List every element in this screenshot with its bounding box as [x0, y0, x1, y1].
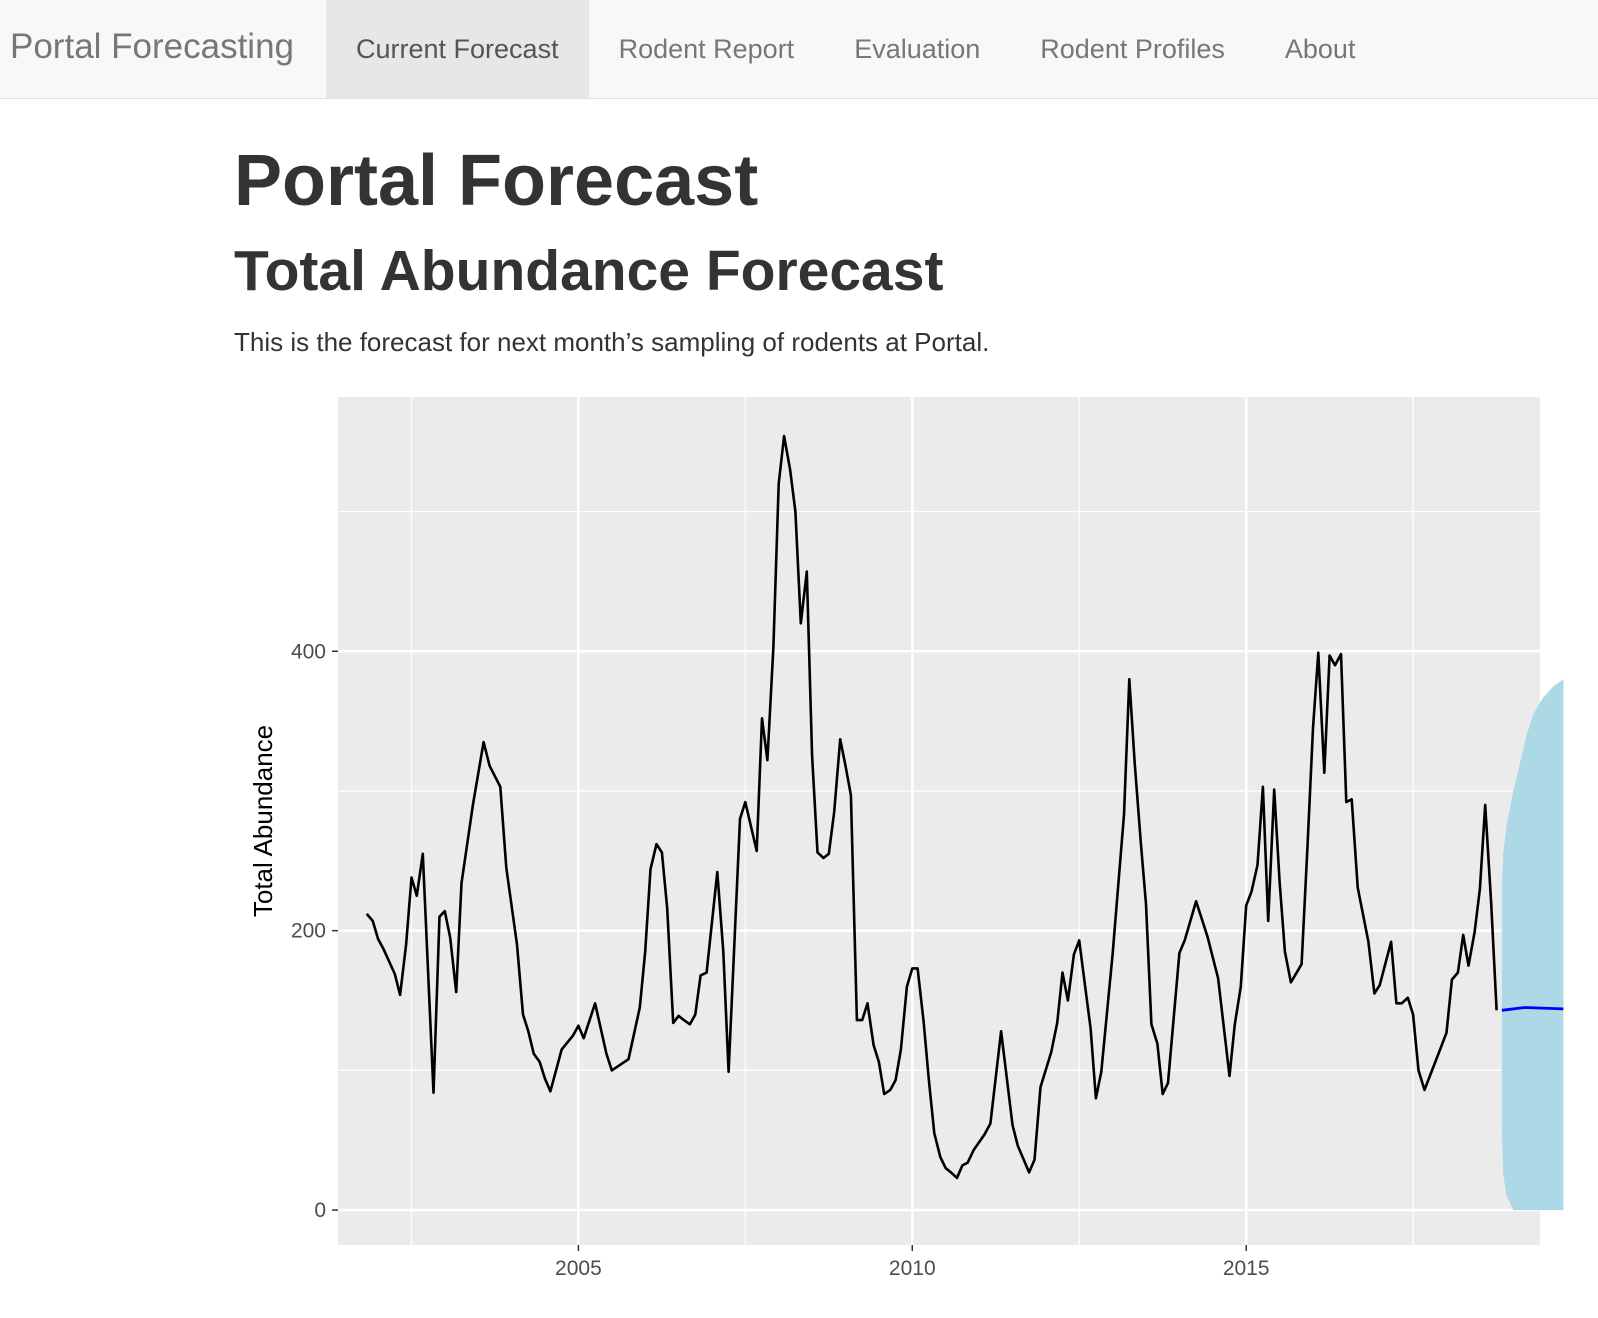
y-tick-label: 0	[314, 1199, 326, 1222]
forecast-series-line	[1501, 1006, 1564, 1012]
section-title: Total Abundance Forecast	[234, 239, 944, 303]
minor-gridlines	[338, 397, 1540, 1245]
x-axis: 2005 2010 2015	[555, 1245, 1270, 1280]
nav-item-about[interactable]: About	[1284, 34, 1356, 64]
nav-item-current-forecast[interactable]: Current Forecast	[326, 0, 589, 98]
nav-list: Current Forecast Rodent Report Evaluatio…	[326, 0, 1385, 98]
navbar-brand[interactable]: Portal Forecasting	[10, 27, 295, 66]
nav-item-rodent-profiles[interactable]: Rodent Profiles	[1040, 34, 1225, 64]
x-tick-label: 2005	[555, 1257, 602, 1280]
x-tick-label: 2010	[889, 1257, 936, 1280]
plot-background	[338, 397, 1540, 1245]
x-tick-label: 2015	[1223, 1257, 1270, 1280]
nav-item-rodent-report[interactable]: Rodent Report	[618, 34, 795, 64]
y-tick-label: 400	[291, 640, 326, 663]
forecast-interval-band	[1501, 679, 1564, 1211]
page-title: Portal Forecast	[234, 141, 759, 221]
y-tick-label: 200	[291, 920, 326, 943]
y-axis-title: Total Abundance	[248, 725, 278, 917]
y-axis: 0 200 400	[291, 640, 338, 1222]
navbar: Portal Forecasting Current Forecast Rode…	[0, 0, 1598, 99]
observed-series-line	[365, 434, 1498, 1180]
nav-item-evaluation[interactable]: Evaluation	[854, 34, 981, 64]
forecast-description: This is the forecast for next month’s sa…	[234, 327, 990, 357]
major-gridlines	[338, 397, 1540, 1245]
